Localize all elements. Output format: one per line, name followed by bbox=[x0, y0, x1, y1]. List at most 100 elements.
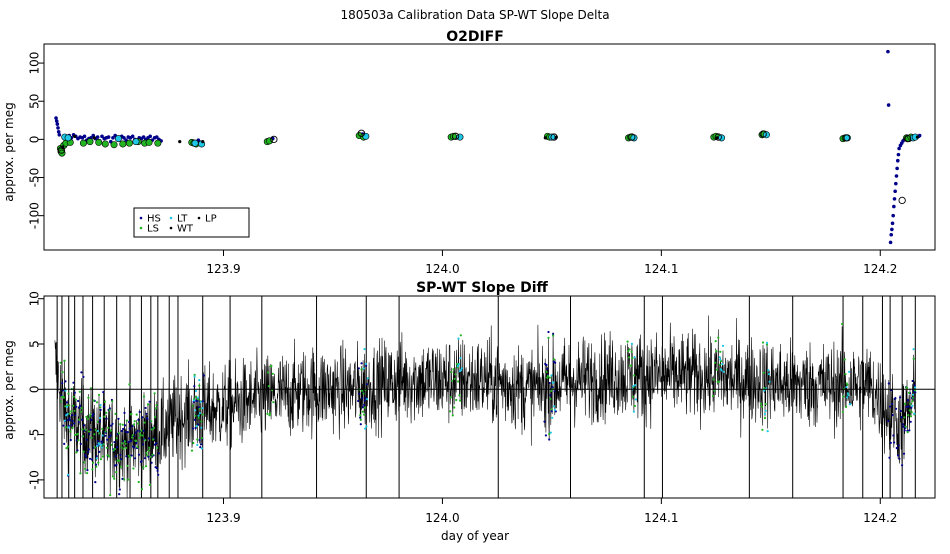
slope-diff-point-hs bbox=[95, 455, 98, 458]
slope-diff-point-hs bbox=[119, 453, 122, 456]
slope-diff-point-ls bbox=[124, 442, 127, 445]
slope-diff-point-ls bbox=[152, 426, 155, 429]
slope-diff-point-lt bbox=[552, 381, 555, 384]
slope-diff-point-hs bbox=[142, 429, 145, 432]
slope-diff-point-hs bbox=[110, 424, 113, 427]
slope-diff-point-ls bbox=[198, 384, 201, 387]
slope-diff-point-hs bbox=[905, 405, 908, 408]
o2diff-point-ls bbox=[154, 139, 162, 147]
slope-diff-point-lt bbox=[719, 358, 722, 361]
slope-diff-point-lt bbox=[99, 403, 102, 407]
o2diff-point-lp bbox=[715, 136, 719, 140]
slope-diff-point-ls bbox=[711, 394, 715, 398]
slope-diff-x-axis: 123.9 124.0 124.1 124.2 bbox=[206, 498, 897, 525]
slope-diff-point-ls bbox=[94, 428, 97, 432]
slope-diff-point-hs bbox=[94, 463, 98, 466]
slope-diff-point-hs bbox=[118, 488, 121, 491]
slope-diff-point-hs bbox=[128, 420, 131, 424]
slope-diff-point-hs bbox=[889, 405, 892, 408]
slope-diff-point-ls bbox=[550, 408, 553, 411]
slope-diff-point-hs bbox=[144, 406, 147, 410]
slope-diff-point-ls bbox=[452, 368, 455, 371]
slope-diff-point-ls bbox=[120, 446, 123, 449]
slope-diff-point-ls bbox=[546, 374, 550, 378]
slope-diff-point-lt bbox=[849, 403, 852, 406]
slope-diff-point-ls bbox=[765, 343, 769, 346]
slope-diff-point-hs bbox=[887, 419, 890, 423]
o2diff-y-tick-label: 50 bbox=[28, 94, 42, 109]
slope-diff-point-hs bbox=[120, 458, 123, 461]
slope-diff-point-hs bbox=[125, 455, 128, 458]
slope-diff-point-ls bbox=[451, 414, 454, 417]
slope-diff-point-lt bbox=[845, 386, 848, 389]
slope-diff-point-hs bbox=[913, 384, 916, 387]
slope-diff-point-lt bbox=[194, 389, 198, 393]
slope-diff-point-ls bbox=[66, 445, 69, 448]
slope-diff-point-ls bbox=[72, 404, 75, 407]
o2diff-point-lp bbox=[201, 140, 205, 144]
slope-diff-point-ls bbox=[73, 409, 76, 412]
slope-diff-point-ls bbox=[87, 430, 91, 433]
slope-diff-point-lt bbox=[551, 416, 554, 419]
o2diff-point-hs bbox=[892, 197, 897, 201]
slope-diff-point-ls bbox=[719, 350, 722, 353]
slope-diff-point-ls bbox=[459, 399, 462, 402]
slope-diff-point-lt bbox=[364, 362, 367, 365]
slope-diff-point-hs bbox=[155, 442, 158, 445]
slope-diff-point-ls bbox=[96, 420, 99, 423]
slope-diff-point-ls bbox=[363, 406, 366, 409]
slope-diff-point-ls bbox=[83, 461, 86, 464]
slope-diff-point-hs bbox=[135, 441, 138, 445]
slope-diff-point-ls bbox=[547, 336, 550, 339]
slope-diff-point-ls bbox=[136, 422, 140, 425]
slope-diff-point-hs bbox=[911, 379, 914, 383]
slope-diff-point-ls bbox=[148, 483, 152, 486]
slope-diff-point-hs bbox=[134, 431, 137, 434]
slope-diff-point-ls bbox=[454, 373, 457, 376]
slope-diff-x-tick-label: 124.1 bbox=[644, 511, 678, 525]
slope-diff-point-hs bbox=[546, 367, 549, 370]
slope-diff-point-hs bbox=[71, 414, 74, 417]
slope-diff-point-ls bbox=[194, 414, 197, 417]
slope-diff-point-ls bbox=[907, 391, 911, 394]
o2diff-point-hs bbox=[897, 146, 901, 151]
slope-diff-point-ls bbox=[193, 373, 196, 376]
slope-diff-point-hs bbox=[137, 453, 141, 456]
slope-diff-point-ls bbox=[631, 357, 634, 360]
slope-diff-point-hs bbox=[544, 434, 548, 437]
slope-diff-point-lt bbox=[763, 412, 767, 416]
slope-diff-point-ls bbox=[105, 446, 108, 449]
slope-diff-point-hs bbox=[550, 410, 553, 413]
o2diff-point-hs bbox=[82, 134, 87, 139]
legend-label-ls: LS bbox=[147, 224, 159, 235]
slope-diff-point-hs bbox=[79, 404, 82, 407]
slope-diff-point-hs bbox=[358, 392, 361, 395]
slope-diff-point-hs bbox=[120, 429, 123, 433]
o2diff-point-hs bbox=[141, 135, 146, 139]
slope-diff-point-ls bbox=[630, 350, 633, 353]
slope-diff-point-lt bbox=[550, 374, 553, 377]
slope-diff-point-lt bbox=[630, 342, 634, 345]
slope-diff-point-lt bbox=[366, 398, 369, 401]
slope-diff-point-ls bbox=[155, 404, 158, 407]
slope-diff-point-ls bbox=[144, 465, 148, 468]
slope-diff-y-tick-label: 0 bbox=[28, 385, 42, 393]
slope-diff-point-hs bbox=[547, 330, 550, 334]
slope-diff-y-axis: 10 5 0 -5 -10 bbox=[28, 291, 44, 490]
slope-diff-point-lt bbox=[458, 363, 461, 366]
slope-diff-point-ls bbox=[84, 428, 87, 431]
slope-diff-point-lt bbox=[549, 431, 552, 434]
slope-diff-point-hs bbox=[126, 431, 129, 434]
slope-diff-point-ls bbox=[359, 418, 362, 421]
slope-diff-point-hs bbox=[133, 446, 136, 449]
slope-diff-point-hs bbox=[141, 416, 144, 419]
slope-diff-point-lt bbox=[363, 348, 366, 351]
slope-diff-point-lt bbox=[96, 444, 99, 447]
slope-diff-point-hs bbox=[357, 367, 360, 370]
slope-diff-point-hs bbox=[104, 434, 107, 437]
slope-diff-point-lt bbox=[766, 430, 769, 433]
slope-diff-point-hs bbox=[194, 426, 197, 430]
slope-diff-point-ls bbox=[88, 415, 91, 418]
slope-diff-point-lt bbox=[67, 473, 70, 476]
slope-diff-point-ls bbox=[712, 378, 715, 381]
